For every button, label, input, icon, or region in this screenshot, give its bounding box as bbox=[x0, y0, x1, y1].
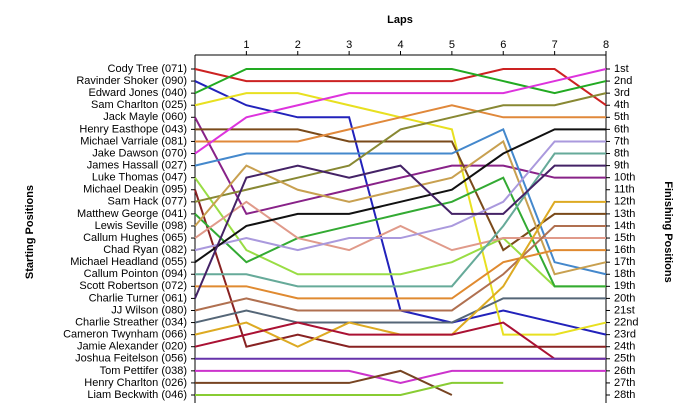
start-label: Henry Charlton (026) bbox=[84, 377, 187, 389]
y-axis-title: Starting Positions bbox=[24, 185, 36, 279]
series-line bbox=[194, 68, 607, 107]
x-tick-label: 8 bbox=[603, 39, 609, 51]
finish-label: 9th bbox=[614, 159, 629, 171]
finish-label: 7th bbox=[614, 135, 629, 147]
series-line bbox=[194, 177, 606, 288]
finish-label: 12th bbox=[614, 196, 635, 208]
finish-label: 4th bbox=[614, 99, 629, 111]
start-label: Callum Pointon (094) bbox=[84, 268, 187, 280]
series-line bbox=[195, 249, 606, 300]
chart-title: Laps bbox=[387, 14, 413, 26]
finish-label: 19th bbox=[614, 280, 635, 292]
start-label: Cody Tree (071) bbox=[108, 63, 187, 75]
finish-label: 1st bbox=[614, 63, 629, 75]
finish-label: 21st bbox=[614, 304, 635, 316]
finish-label: 3rd bbox=[614, 87, 630, 99]
series-line bbox=[194, 128, 606, 264]
start-label: Liam Beckwith (046) bbox=[87, 389, 187, 401]
start-label: Luke Thomas (047) bbox=[92, 172, 187, 184]
start-label: Charlie Turner (061) bbox=[89, 292, 187, 304]
series-line bbox=[195, 104, 606, 143]
start-label: Scott Robertson (072) bbox=[79, 280, 187, 292]
finish-label: 25th bbox=[614, 353, 635, 365]
start-label: Sam Charlton (025) bbox=[91, 99, 187, 111]
series-line bbox=[194, 321, 606, 360]
series-line bbox=[194, 164, 606, 299]
finish-label: 15th bbox=[614, 232, 635, 244]
x-tick-label: 1 bbox=[243, 39, 249, 51]
finish-label: 23rd bbox=[614, 329, 636, 341]
x-tick-label: 2 bbox=[295, 39, 301, 51]
finish-label: 24th bbox=[614, 341, 635, 353]
series-line bbox=[194, 140, 606, 252]
start-label: Edward Jones (040) bbox=[89, 87, 187, 99]
x-tick-label: 4 bbox=[397, 39, 403, 51]
series-line bbox=[195, 152, 606, 288]
start-label: Michael Headland (055) bbox=[70, 256, 187, 268]
start-label: Matthew George (041) bbox=[77, 208, 187, 220]
finish-label: 14th bbox=[614, 220, 635, 232]
start-label: James Hassall (027) bbox=[87, 159, 187, 171]
start-label: Chad Ryan (082) bbox=[103, 244, 187, 256]
series-line bbox=[194, 116, 606, 216]
finish-label: 8th bbox=[614, 147, 629, 159]
start-label: Ravinder Shoker (090) bbox=[76, 75, 187, 87]
x-tick-label: 6 bbox=[500, 39, 506, 51]
start-label: Lewis Seville (098) bbox=[95, 220, 187, 232]
start-label: Jake Dawson (070) bbox=[92, 147, 187, 159]
finish-label: 2nd bbox=[614, 75, 632, 87]
series-line bbox=[194, 224, 606, 312]
series-line bbox=[194, 297, 606, 324]
finish-label: 26th bbox=[614, 365, 635, 377]
x-tick-label: 7 bbox=[552, 39, 558, 51]
series-line bbox=[194, 200, 606, 252]
start-label: Henry Easthope (043) bbox=[79, 123, 187, 135]
series-line bbox=[195, 369, 606, 384]
series-line bbox=[195, 369, 453, 396]
series-line bbox=[194, 68, 607, 95]
start-label: Callum Hughes (065) bbox=[83, 232, 187, 244]
finish-label: 6th bbox=[614, 123, 629, 135]
start-label: Tom Pettifer (038) bbox=[100, 365, 187, 377]
start-label: Jack Mayle (060) bbox=[103, 111, 187, 123]
finish-label: 18th bbox=[614, 268, 635, 280]
start-label: JJ Wilson (080) bbox=[111, 304, 187, 316]
finish-label: 20th bbox=[614, 292, 635, 304]
x-tick-label: 3 bbox=[346, 39, 352, 51]
series-line bbox=[194, 176, 606, 288]
x-tick-label: 5 bbox=[449, 39, 455, 51]
series-line bbox=[194, 68, 607, 155]
finish-label: 5th bbox=[614, 111, 629, 123]
finish-label: 13th bbox=[614, 208, 635, 220]
start-label: Joshua Feitelson (056) bbox=[75, 353, 187, 365]
series-line bbox=[195, 381, 504, 396]
finish-label: 11th bbox=[614, 184, 635, 196]
start-label: Cameron Twynham (066) bbox=[63, 329, 187, 341]
finish-label: 28th bbox=[614, 389, 635, 401]
y2-axis-title: Finishing Positions bbox=[662, 181, 674, 282]
start-label: Michael Deakin (095) bbox=[83, 184, 187, 196]
start-label: Sam Hack (077) bbox=[108, 196, 187, 208]
start-label: Charlie Streather (034) bbox=[75, 316, 187, 328]
start-label: Michael Varriale (081) bbox=[80, 135, 187, 147]
finish-label: 17th bbox=[614, 256, 635, 268]
series-line bbox=[194, 92, 607, 203]
finish-label: 10th bbox=[614, 172, 635, 184]
start-label: Jamie Alexander (020) bbox=[77, 341, 187, 353]
finish-label: 22nd bbox=[614, 316, 638, 328]
finish-label: 16th bbox=[614, 244, 635, 256]
series-line bbox=[194, 128, 607, 276]
series-line bbox=[195, 128, 606, 252]
finish-label: 27th bbox=[614, 377, 635, 389]
